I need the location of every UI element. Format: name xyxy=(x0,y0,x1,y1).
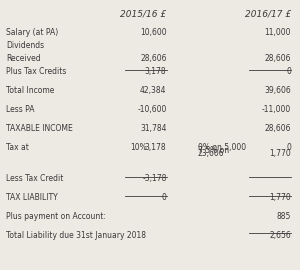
Text: TAXABLE INCOME: TAXABLE INCOME xyxy=(6,124,73,133)
Text: 2,656: 2,656 xyxy=(269,231,291,240)
Text: 0: 0 xyxy=(162,193,167,202)
Text: 7.5% on: 7.5% on xyxy=(198,146,229,155)
Text: 42,384: 42,384 xyxy=(140,86,166,95)
Text: 0% on 5,000: 0% on 5,000 xyxy=(198,143,246,152)
Text: Dividends: Dividends xyxy=(6,41,44,50)
Text: -11,000: -11,000 xyxy=(262,105,291,114)
Text: Tax at: Tax at xyxy=(6,143,29,152)
Text: Less Tax Credit: Less Tax Credit xyxy=(6,174,63,183)
Text: TAX LIABILITY: TAX LIABILITY xyxy=(6,193,58,202)
Text: Salary (at PA): Salary (at PA) xyxy=(6,28,58,37)
Text: 3,178: 3,178 xyxy=(145,67,167,76)
Text: 885: 885 xyxy=(277,212,291,221)
Text: 39,606: 39,606 xyxy=(264,86,291,95)
Text: Total Income: Total Income xyxy=(6,86,54,95)
Text: 10%: 10% xyxy=(130,143,147,152)
Text: 28,606: 28,606 xyxy=(140,54,166,63)
Text: -10,600: -10,600 xyxy=(137,105,166,114)
Text: 1,770: 1,770 xyxy=(269,149,291,158)
Text: 2016/17 £: 2016/17 £ xyxy=(245,9,291,18)
Text: 0: 0 xyxy=(286,143,291,152)
Text: Less PA: Less PA xyxy=(6,105,34,114)
Text: 11,000: 11,000 xyxy=(265,28,291,37)
Text: Plus Tax Credits: Plus Tax Credits xyxy=(6,67,66,76)
Text: 31,784: 31,784 xyxy=(140,124,166,133)
Text: -3,178: -3,178 xyxy=(142,174,166,183)
Text: Received: Received xyxy=(6,54,40,63)
Text: 2015/16 £: 2015/16 £ xyxy=(120,9,167,18)
Text: 1,770: 1,770 xyxy=(269,193,291,202)
Text: 28,606: 28,606 xyxy=(265,54,291,63)
Text: 0: 0 xyxy=(286,67,291,76)
Text: 28,606: 28,606 xyxy=(265,124,291,133)
Text: Plus payment on Account:: Plus payment on Account: xyxy=(6,212,106,221)
Text: 3,178: 3,178 xyxy=(145,143,167,152)
Text: 10,600: 10,600 xyxy=(140,28,167,37)
Text: Total Liability due 31st January 2018: Total Liability due 31st January 2018 xyxy=(6,231,146,240)
Text: 23,606: 23,606 xyxy=(198,149,225,158)
